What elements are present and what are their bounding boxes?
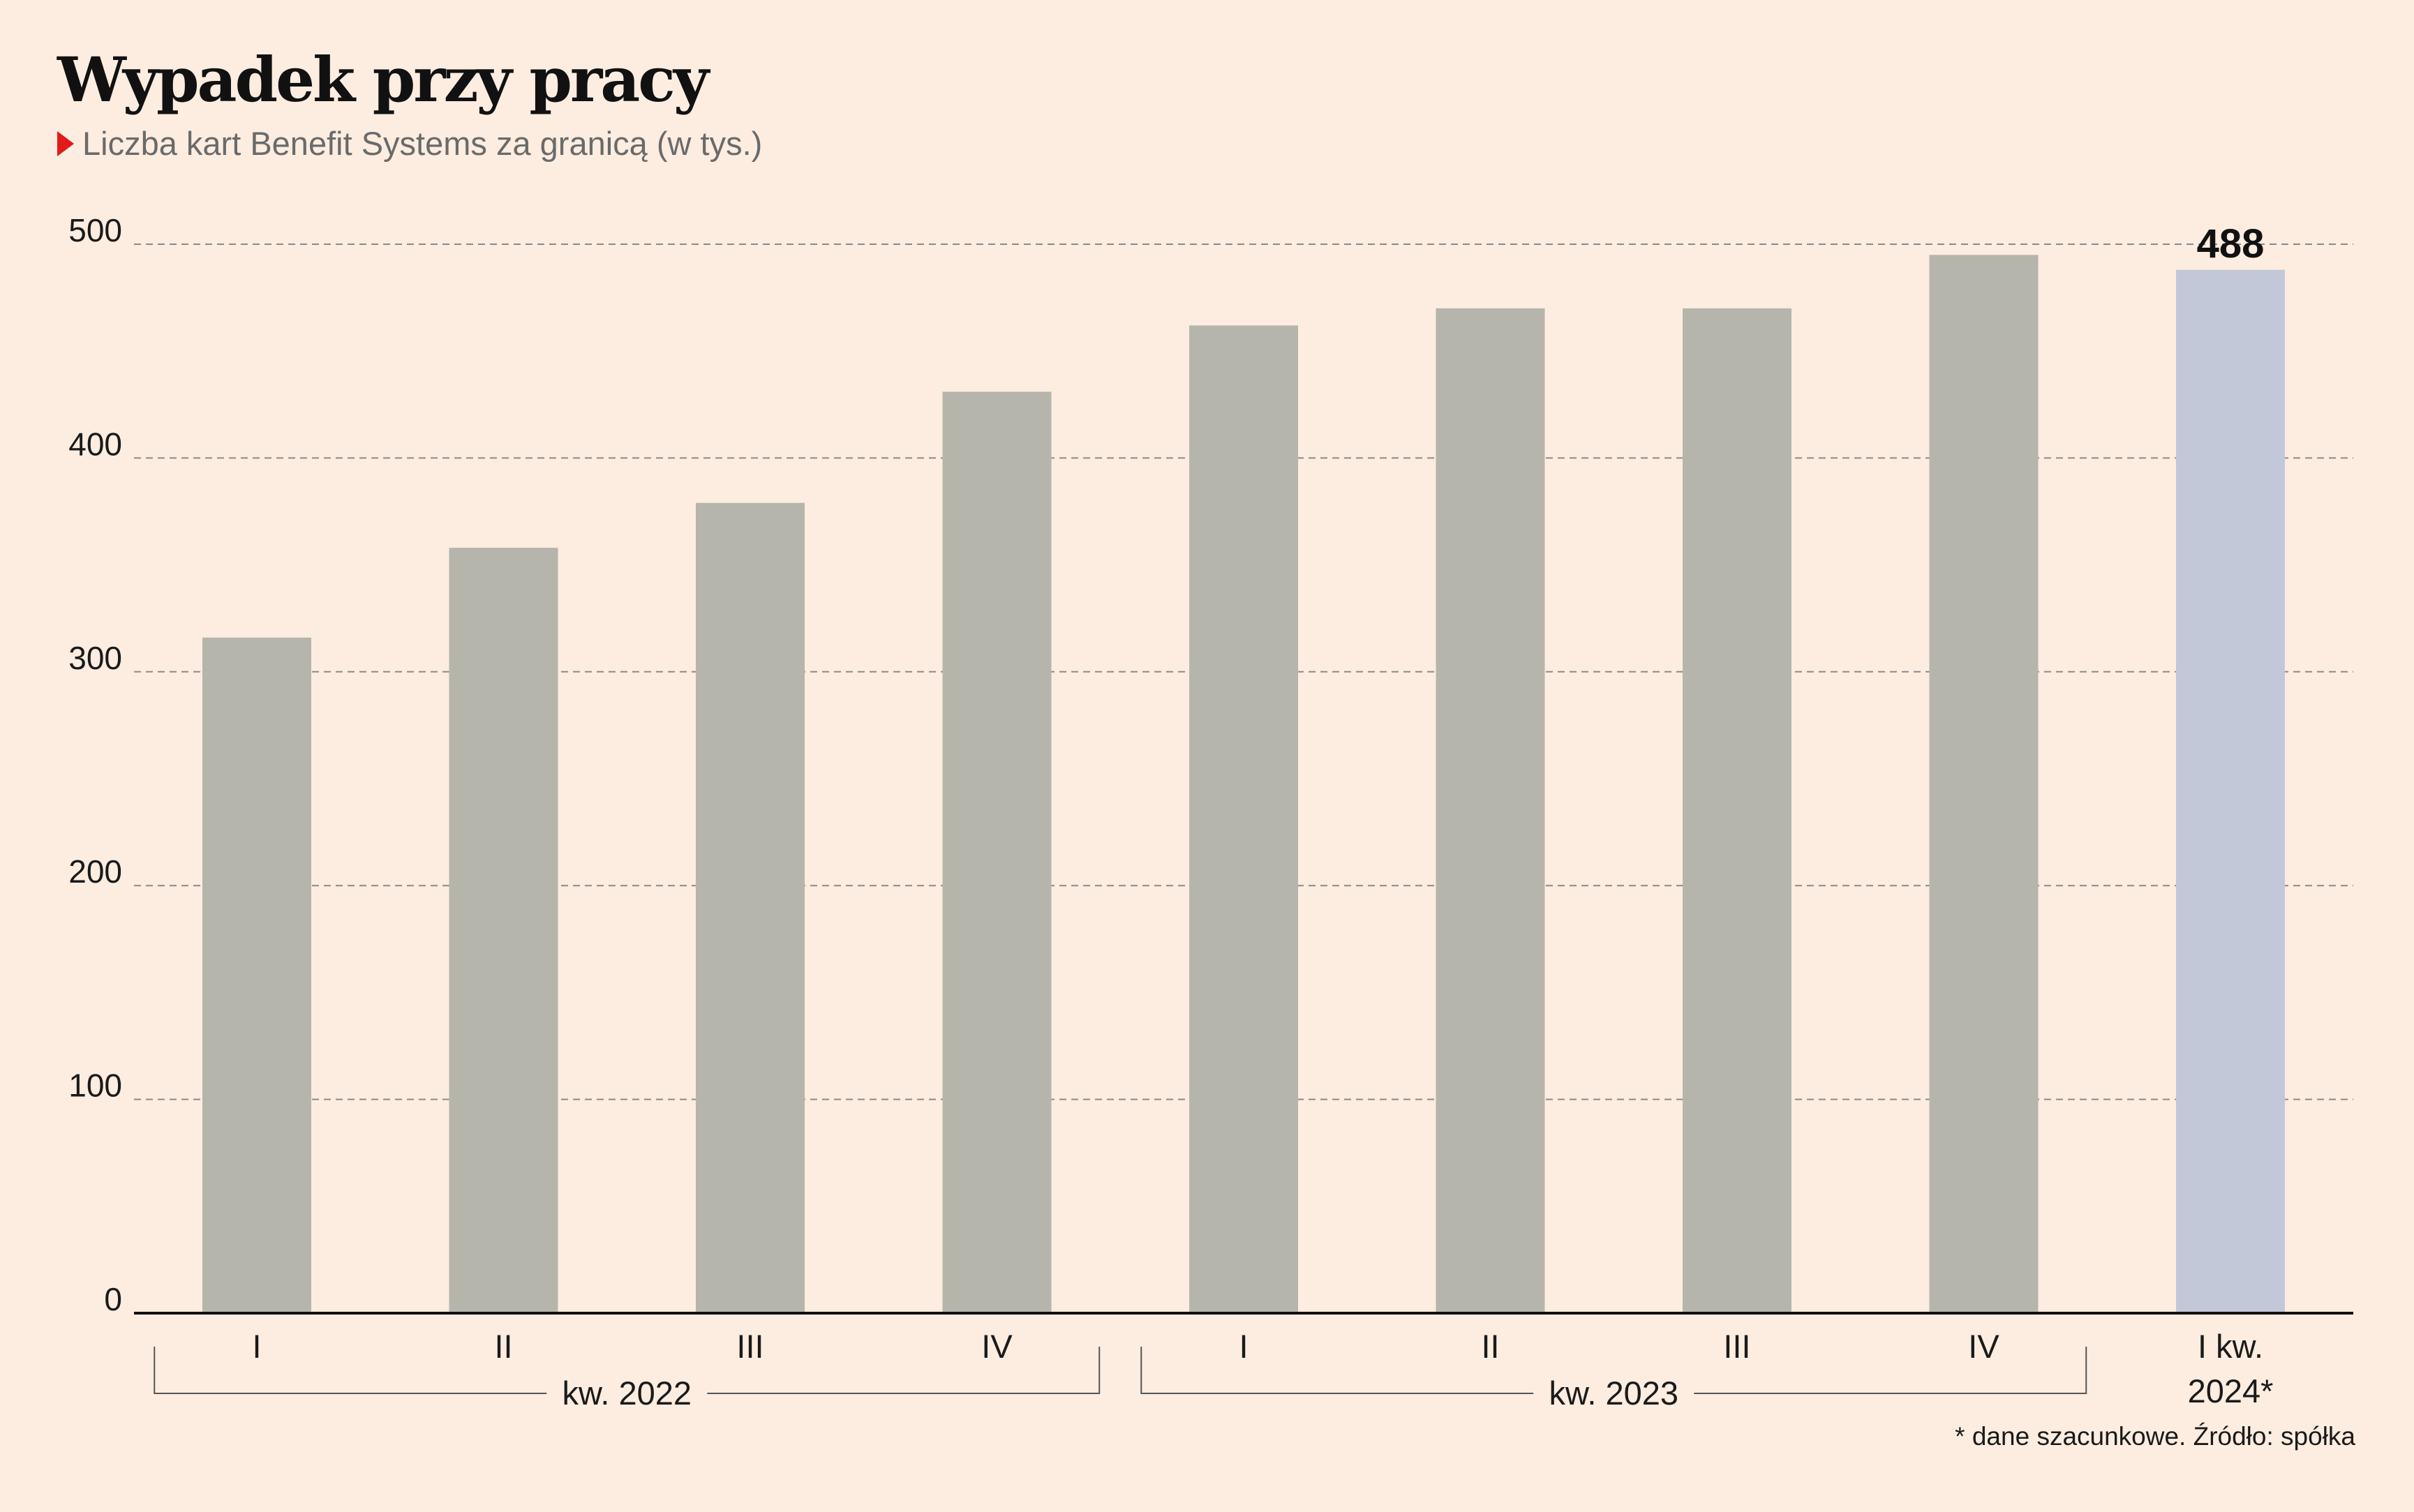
bar-4 bbox=[1189, 325, 1298, 1313]
bar-1 bbox=[449, 548, 558, 1313]
y-tick-100: 100 bbox=[68, 1068, 122, 1104]
y-tick-300: 300 bbox=[68, 640, 122, 676]
group-bracket-0 bbox=[154, 1347, 1101, 1394]
chart-title: Wypadek przy pracy bbox=[57, 43, 709, 116]
footnote: * dane szacunkowe. Źródło: spółka bbox=[1955, 1422, 2355, 1451]
category-label-6: III bbox=[1723, 1328, 1750, 1365]
group-bracket-1 bbox=[1140, 1347, 2087, 1394]
y-tick-400: 400 bbox=[68, 426, 122, 462]
category-label-8: I kw. 2024* bbox=[2188, 1328, 2274, 1409]
bar-3 bbox=[942, 391, 1052, 1313]
group-label-1: kw. 2023 bbox=[1549, 1375, 1678, 1412]
bar-2 bbox=[696, 502, 805, 1313]
bar-0 bbox=[202, 637, 311, 1313]
bar-8 bbox=[2176, 269, 2285, 1313]
group-label-0: kw. 2022 bbox=[562, 1375, 692, 1412]
bar-5 bbox=[1436, 308, 1545, 1313]
category-label-1: II bbox=[494, 1328, 512, 1365]
category-label-4: I bbox=[1239, 1328, 1248, 1365]
category-label-7: IV bbox=[1968, 1328, 1999, 1365]
category-label-5: II bbox=[1481, 1328, 1499, 1365]
y-tick-0: 0 bbox=[104, 1281, 122, 1317]
y-tick-200: 200 bbox=[68, 853, 122, 890]
bar-7 bbox=[1929, 255, 2039, 1313]
bar-6 bbox=[1683, 308, 1791, 1313]
triangle-marker-icon bbox=[57, 131, 74, 157]
chart-subtitle-text: Liczba kart Benefit Systems za granicą (… bbox=[82, 125, 763, 162]
category-label-0: I bbox=[252, 1328, 261, 1365]
data-label-8: 488 bbox=[2197, 221, 2265, 267]
category-label-2: III bbox=[736, 1328, 763, 1365]
category-label-3: IV bbox=[981, 1328, 1013, 1365]
chart-subtitle: Liczba kart Benefit Systems za granicą (… bbox=[57, 124, 762, 163]
y-tick-500: 500 bbox=[68, 212, 122, 248]
